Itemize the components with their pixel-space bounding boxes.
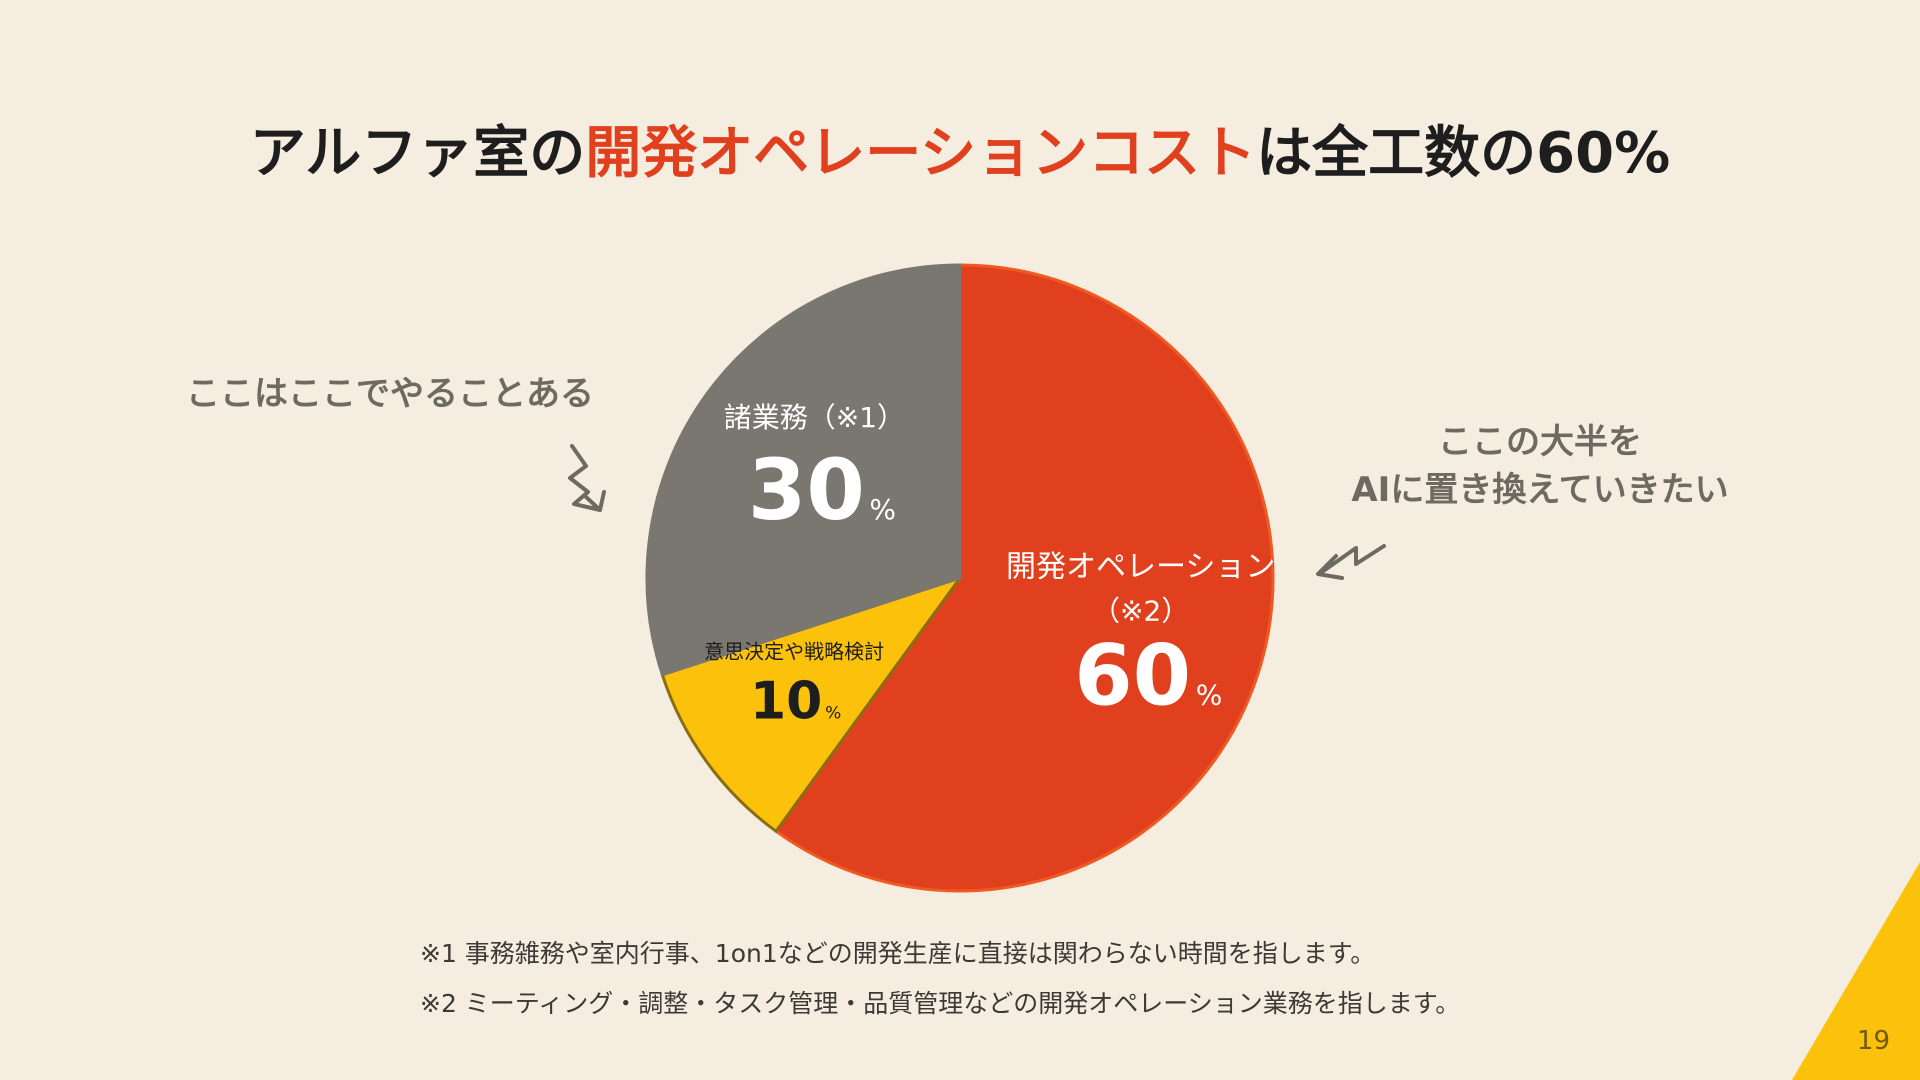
pie-slice-1	[660, 575, 964, 834]
title-highlight: 開発オペレーションコスト	[585, 121, 1257, 186]
left-annotation: ここはここでやることある	[186, 374, 594, 414]
right-annotation-line1: ここの大半を	[1438, 422, 1642, 462]
slice-value-1: 10	[750, 671, 822, 731]
right-annotation-line2: AIに置き換えていきたい	[1351, 470, 1729, 510]
page-number: 19	[1856, 1026, 1890, 1056]
slice-note-0: （※2）	[1092, 595, 1189, 628]
right-annotation: ここの大半を AIに置き換えていきたい	[1330, 418, 1750, 514]
page-title: アルファ室の開発オペレーションコストは全工数の60%	[0, 108, 1920, 189]
title-suffix: は全工数の60%	[1256, 121, 1671, 186]
title-prefix: アルファ室の	[249, 121, 586, 186]
footnote-2: ※2 ミーティング・調整・タスク管理・品質管理などの開発オペレーション業務を指し…	[420, 989, 1461, 1018]
slice-label-0: 開発オペレーション	[1006, 550, 1275, 585]
footnote-1: ※1 事務雑務や室内行事、1on1などの開発生産に直接は関わらない時間を指します…	[420, 939, 1376, 968]
slice-unit-1: %	[825, 703, 841, 723]
slice-label-2: 諸業務（※1）	[724, 401, 905, 434]
slice-unit-2: %	[869, 493, 896, 526]
left-squiggle-arrow-icon	[568, 444, 606, 512]
slice-unit-0: %	[1196, 679, 1223, 712]
slice-value-2: 30	[748, 441, 865, 539]
slice-value-0: 60	[1074, 627, 1191, 725]
right-squiggle-arrow-icon	[1316, 544, 1386, 580]
corner-triangle-decoration	[1792, 862, 1920, 1080]
pie-slice-0	[773, 263, 1275, 893]
slice-label-1: 意思決定や戦略検討	[704, 639, 884, 663]
pie-slice-2	[645, 263, 962, 677]
